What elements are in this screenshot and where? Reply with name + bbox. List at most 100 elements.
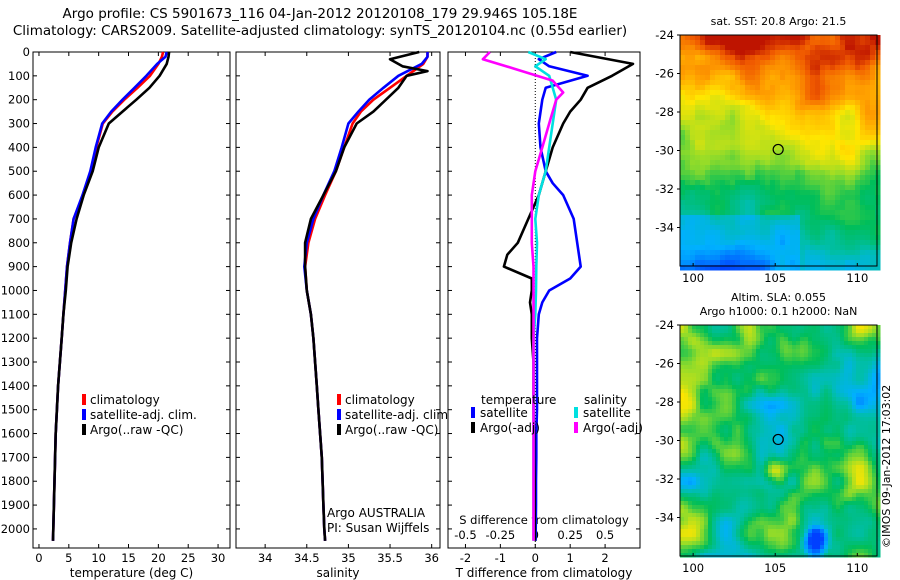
heatmap-cell [820, 55, 826, 61]
heatmap-cell [830, 160, 836, 166]
heatmap-cell [716, 549, 721, 554]
heatmap-cell [748, 421, 753, 426]
heatmap-cell [812, 425, 817, 430]
heatmap-cell [760, 160, 766, 166]
heatmap-cell [850, 210, 856, 216]
heatmap-cell [844, 421, 849, 426]
heatmap-cell [724, 453, 729, 458]
heatmap-cell [856, 545, 861, 550]
heatmap-cell [825, 255, 831, 261]
heatmap-cell [844, 337, 849, 342]
heatmap-cell [696, 337, 701, 342]
heatmap-cell [728, 385, 733, 390]
heatmap-cell [708, 493, 713, 498]
heatmap-cell [696, 445, 701, 450]
heatmap-cell [748, 521, 753, 526]
heatmap-cell [756, 337, 761, 342]
heatmap-cell [735, 35, 741, 41]
heatmap-cell [804, 485, 809, 490]
heatmap-cell [796, 341, 801, 346]
heatmap-cell [695, 265, 701, 271]
heatmap-cell [680, 50, 686, 56]
heatmap-cell [700, 140, 706, 146]
heatmap-cell [800, 70, 806, 76]
heatmap-cell [770, 100, 776, 106]
heatmap-cell [868, 369, 873, 374]
heatmap-cell [712, 437, 717, 442]
heatmap-cell [856, 485, 861, 490]
heatmap-cell [835, 105, 841, 111]
heatmap-cell [712, 513, 717, 518]
heatmap-cell [804, 477, 809, 482]
heatmap-cell [850, 55, 856, 61]
heatmap-cell [680, 185, 686, 191]
heatmap-cell [752, 373, 757, 378]
heatmap-cell [756, 405, 761, 410]
heatmap-cell [785, 200, 791, 206]
heatmap-cell [772, 529, 777, 534]
heatmap-cell [692, 469, 697, 474]
heatmap-cell [836, 333, 841, 338]
heatmap-cell [812, 517, 817, 522]
heatmap-cell [865, 115, 871, 121]
heatmap-cell [715, 95, 721, 101]
heatmap-cell [785, 95, 791, 101]
heatmap-cell [680, 195, 686, 201]
heatmap-cell [705, 190, 711, 196]
heatmap-cell [825, 180, 831, 186]
heatmap-cell [700, 60, 706, 66]
depth-tick-label: 500 [8, 164, 30, 178]
heatmap-cell [725, 235, 731, 241]
heatmap-cell [844, 545, 849, 550]
x-tick-label: 20 [151, 551, 166, 565]
heatmap-cell [840, 489, 845, 494]
heatmap-cell [752, 485, 757, 490]
heatmap-cell [800, 225, 806, 231]
heatmap-cell [800, 513, 805, 518]
depth-tick-label: 1200 [1, 331, 30, 345]
heatmap-cell [790, 170, 796, 176]
heatmap-cell [875, 225, 881, 231]
heatmap-cell [695, 55, 701, 61]
heatmap-cell [835, 205, 841, 211]
heatmap-cell [805, 190, 811, 196]
heatmap-cell [750, 110, 756, 116]
heatmap-cell [700, 329, 705, 334]
heatmap-cell [690, 155, 696, 161]
heatmap-cell [716, 333, 721, 338]
heatmap-cell [872, 541, 877, 546]
heatmap-cell [775, 230, 781, 236]
heatmap-cell [728, 465, 733, 470]
heatmap-cell [810, 85, 816, 91]
heatmap-cell [760, 120, 766, 126]
heatmap-cell [688, 405, 693, 410]
heatmap-cell [710, 140, 716, 146]
heatmap-cell [764, 361, 769, 366]
heatmap-cell [796, 361, 801, 366]
heatmap-cell [730, 265, 736, 271]
heatmap-cell [855, 90, 861, 96]
heatmap-cell [820, 45, 826, 51]
heatmap-cell [708, 501, 713, 506]
heatmap-cell [860, 175, 866, 181]
heatmap-cell [680, 441, 685, 446]
heatmap-cell [715, 190, 721, 196]
heatmap-cell [800, 469, 805, 474]
heatmap-cell [840, 60, 846, 66]
heatmap-cell [780, 235, 786, 241]
heatmap-cell [750, 60, 756, 66]
heatmap-cell [832, 341, 837, 346]
heatmap-cell [724, 361, 729, 366]
heatmap-cell [845, 105, 851, 111]
heatmap-cell [705, 205, 711, 211]
heatmap-cell [812, 549, 817, 554]
heatmap-cell [872, 373, 877, 378]
heatmap-cell [845, 255, 851, 261]
heatmap-cell [690, 210, 696, 216]
x-tick-label: 34.5 [294, 551, 320, 565]
heatmap-cell [800, 130, 806, 136]
heatmap-cell [830, 260, 836, 266]
lat-tick-label: -30 [655, 144, 674, 158]
heatmap-cell [772, 549, 777, 554]
heatmap-cell [844, 517, 849, 522]
